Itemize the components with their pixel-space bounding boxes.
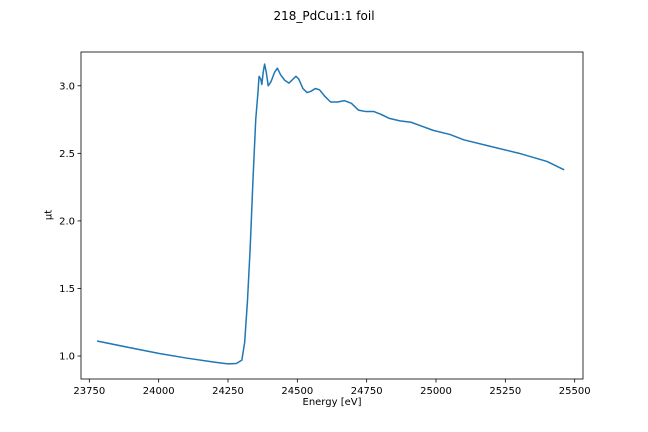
x-tick-label: 25250 [489, 386, 521, 397]
series-line [96, 63, 565, 365]
plot-area-background [81, 52, 583, 379]
x-axis-label: Energy [eV] [302, 397, 362, 408]
y-tick-label: 2.5 [59, 149, 75, 160]
x-tick-label: 25500 [559, 386, 591, 397]
y-tick-label: 1.5 [59, 284, 75, 295]
y-tick-label: 2.0 [59, 216, 75, 227]
x-tick-label: 25000 [420, 386, 452, 397]
y-tick-label: 3.0 [59, 81, 75, 92]
x-tick-label: 24250 [212, 386, 244, 397]
axis-ticks: 23750 24000 24250 24500 24750 25000 25250 25500… [59, 81, 590, 397]
x-tick-label: 24500 [281, 386, 313, 397]
y-axis-label: μt [43, 209, 55, 221]
x-tick-label: 23750 [73, 386, 105, 397]
y-tick-label: 1.0 [59, 352, 75, 363]
x-tick-label: 24750 [351, 386, 383, 397]
plot-frame [80, 51, 584, 380]
chart-title: 218_PdCu1:1 foil [273, 9, 375, 23]
x-tick-label: 24000 [143, 386, 175, 397]
